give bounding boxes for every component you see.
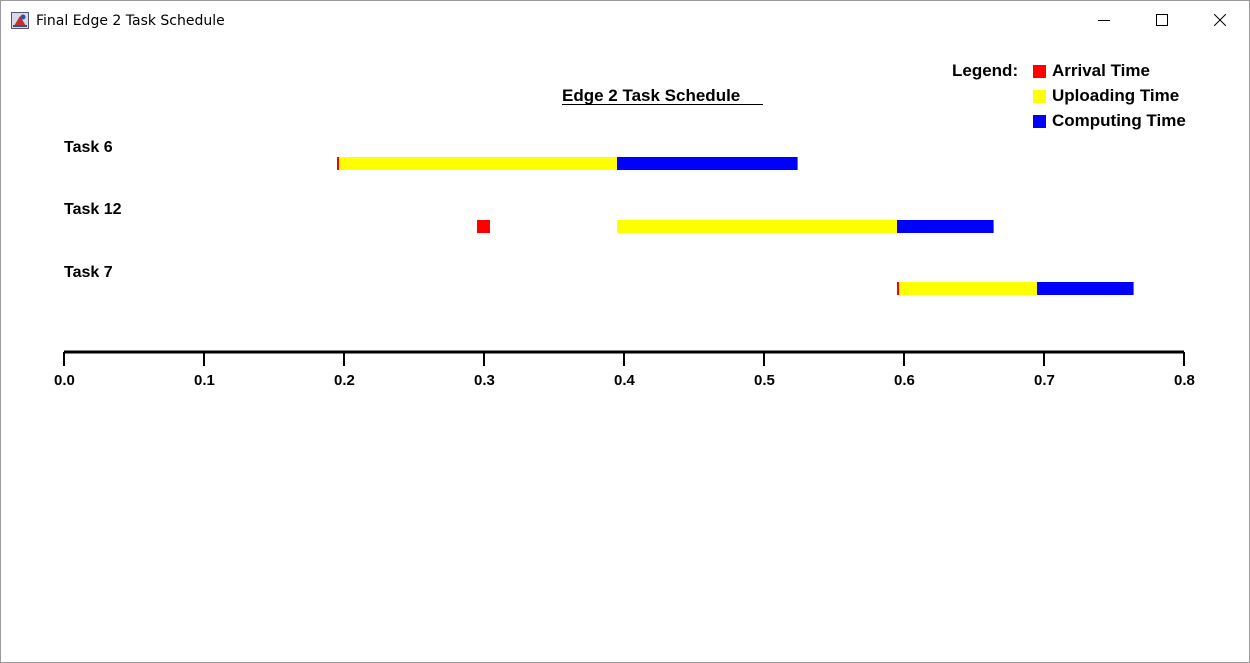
- chart-canvas: Edge 2 Task Schedule Legend: Arrival Tim…: [1, 39, 1249, 662]
- task-label: Task 7: [64, 264, 113, 281]
- upload-bar: [897, 282, 1037, 295]
- x-axis-tick-label: 0.3: [474, 372, 495, 389]
- x-axis-tick-label: 0.0: [54, 372, 75, 389]
- upload-bar: [617, 220, 897, 233]
- x-axis-tick-label: 0.6: [894, 372, 915, 389]
- chart-title: Edge 2 Task Schedule: [562, 86, 745, 105]
- x-axis-tick-label: 0.4: [614, 372, 635, 389]
- x-axis-tick-label: 0.1: [194, 372, 215, 389]
- x-axis-tick-label: 0.7: [1034, 372, 1055, 389]
- x-axis-tick-label: 0.2: [334, 372, 355, 389]
- arrival-marker: [337, 157, 339, 170]
- arrival-marker: [897, 282, 899, 295]
- task-label: Task 6: [64, 139, 113, 156]
- close-icon: [1214, 14, 1226, 26]
- window-title: Final Edge 2 Task Schedule: [36, 13, 225, 29]
- minimize-icon: [1098, 20, 1110, 21]
- legend-label-arrival: Arrival Time: [1052, 61, 1150, 80]
- title-bar[interactable]: Final Edge 2 Task Schedule: [1, 1, 1249, 39]
- legend-swatch-computing: [1033, 115, 1046, 128]
- gantt-chart: [63, 157, 1185, 366]
- x-axis-tick-label: 0.8: [1174, 372, 1195, 389]
- upload-bar: [337, 157, 617, 170]
- maximize-icon: [1156, 14, 1168, 26]
- arrival-marker: [477, 220, 490, 233]
- minimize-button[interactable]: [1081, 1, 1127, 39]
- compute-bar: [617, 157, 798, 170]
- x-axis-tick-label: 0.5: [754, 372, 775, 389]
- maximize-button[interactable]: [1139, 1, 1185, 39]
- java-app-icon: [11, 12, 29, 29]
- legend-label-uploading: Uploading Time: [1052, 86, 1180, 105]
- legend-swatch-arrival: [1033, 65, 1046, 78]
- compute-bar: [897, 220, 994, 233]
- compute-bar: [1037, 282, 1134, 295]
- chart-title-underline: [562, 104, 763, 105]
- close-button[interactable]: [1197, 1, 1243, 39]
- task-label: Task 12: [64, 201, 122, 218]
- legend-label-computing: Computing Time: [1052, 111, 1186, 130]
- legend-swatch-uploading: [1033, 90, 1046, 103]
- legend-title: Legend:: [952, 61, 1019, 80]
